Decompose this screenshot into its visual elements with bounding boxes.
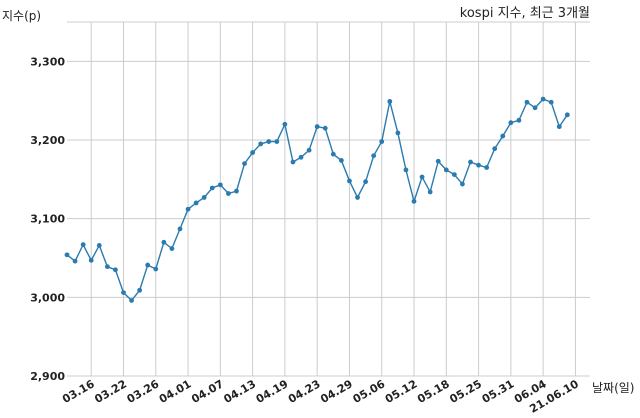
y-tick-label: 3,000 [30, 291, 65, 304]
data-point [476, 162, 481, 168]
data-point [290, 159, 296, 165]
data-point [419, 174, 425, 180]
x-tick-label: 04.01 [157, 377, 194, 406]
data-point [298, 154, 304, 160]
x-tick-label: 04.29 [318, 377, 355, 406]
data-point [161, 239, 167, 245]
data-point [121, 290, 126, 296]
data-point [96, 243, 102, 248]
data-point [72, 258, 78, 264]
data-point [338, 158, 344, 163]
data-point [468, 159, 473, 165]
data-point [258, 141, 264, 147]
x-tick-label: 04.07 [189, 377, 226, 406]
x-tick-label: 04.13 [221, 377, 258, 406]
data-point [314, 124, 320, 130]
data-points [64, 96, 570, 303]
data-point [137, 287, 143, 293]
data-point [217, 182, 223, 188]
data-point [226, 191, 231, 196]
data-point [330, 151, 336, 157]
data-point [379, 139, 385, 144]
data-point [104, 264, 110, 270]
data-point [500, 133, 506, 139]
x-tick-label: 03.22 [92, 377, 129, 406]
data-point [274, 139, 280, 144]
data-point [347, 178, 352, 184]
data-point [169, 246, 175, 251]
y-tick-label: 3,200 [30, 134, 65, 147]
data-point [508, 120, 514, 126]
x-tick-label: 03.16 [60, 377, 97, 406]
data-point [516, 117, 522, 123]
data-point [250, 150, 256, 155]
data-point [242, 161, 247, 167]
data-point [201, 195, 207, 200]
data-point [153, 266, 159, 272]
x-tick-label: 05.25 [447, 377, 484, 406]
data-point [387, 99, 393, 104]
data-point [145, 262, 151, 268]
data-point [64, 252, 70, 258]
data-point [460, 181, 465, 187]
data-point [435, 158, 441, 164]
data-point [282, 121, 288, 127]
data-point [443, 167, 449, 173]
data-point [234, 188, 239, 194]
data-point [564, 112, 570, 118]
y-tick-labels: 2,900 3,000 3,100 3,200 3,300 [30, 55, 65, 383]
x-tick-label: 05.31 [480, 377, 517, 406]
data-point [306, 147, 312, 153]
data-point [88, 257, 94, 263]
x-axis-label: 날짜(일) [592, 381, 634, 395]
y-tick-label: 3,100 [30, 213, 65, 226]
x-tick-label: 04.23 [286, 377, 323, 406]
data-point [80, 242, 86, 248]
data-point [209, 185, 215, 191]
data-point [548, 99, 554, 105]
data-point [355, 195, 360, 200]
data-point [395, 130, 401, 136]
x-tick-label: 04.19 [254, 377, 291, 406]
gridlines [67, 22, 590, 377]
data-point [363, 179, 368, 185]
y-axis-label: 지수(p) [2, 9, 41, 23]
data-point [371, 153, 377, 159]
x-tick-label: 05.12 [383, 377, 420, 406]
data-point [322, 125, 328, 131]
data-point [484, 165, 490, 170]
y-tick-label: 3,300 [30, 55, 65, 68]
data-point [532, 105, 538, 111]
data-point [185, 206, 191, 212]
data-point [403, 167, 409, 173]
data-point [411, 198, 417, 204]
x-tick-label: 03.26 [125, 377, 162, 406]
chart-title: kospi 지수, 최근 3개월 [460, 6, 590, 21]
data-point [540, 96, 546, 102]
data-point [556, 124, 562, 130]
data-point [193, 200, 199, 206]
data-point [451, 172, 457, 178]
x-tick-label: 05.06 [351, 377, 388, 406]
y-tick-label: 2,900 [30, 370, 65, 383]
data-point [129, 298, 134, 303]
x-tick-label: 05.18 [415, 377, 452, 406]
data-point [492, 146, 498, 152]
data-point [177, 226, 183, 232]
data-point [266, 139, 272, 144]
data-point [427, 189, 433, 195]
data-point [524, 99, 530, 105]
x-tick-labels: 03.1603.2203.2604.0104.0704.1304.1904.23… [60, 377, 581, 416]
data-point [113, 267, 118, 273]
